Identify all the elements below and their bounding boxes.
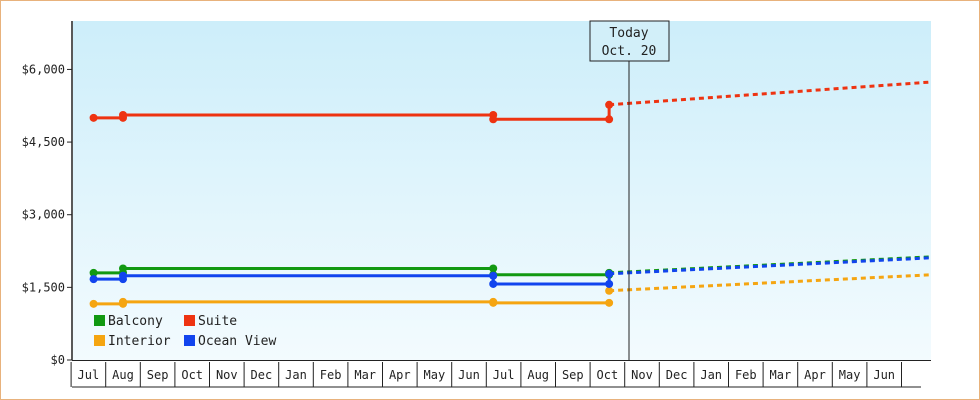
legend-item-suite: Suite [184, 314, 237, 329]
data-point [89, 268, 98, 277]
data-point [605, 100, 614, 109]
data-point [89, 299, 98, 308]
x-tick-label: Sep [147, 368, 169, 382]
series-interior [89, 273, 931, 308]
data-point [489, 271, 498, 280]
data-point [605, 279, 614, 288]
series-suite [89, 80, 932, 124]
x-tick-label: May [839, 368, 861, 382]
data-point [119, 297, 127, 306]
x-tick-label: Jun [458, 368, 480, 382]
legend-label: Interior [108, 334, 171, 349]
y-tick-label: $4,500 [22, 135, 65, 149]
x-tick-label: Feb [735, 368, 757, 382]
data-point [489, 298, 498, 307]
y-tick-label: $0 [51, 353, 65, 367]
data-point [605, 269, 614, 278]
today-date: Oct. 20 [602, 44, 657, 59]
x-tick-label: Mar [770, 368, 792, 382]
legend: Balcony Suite Interior Ocean View [94, 314, 276, 349]
x-tick-label: Jul [493, 368, 515, 382]
legend-swatch [184, 335, 195, 346]
today-marker: Today Oct. 20 [589, 20, 670, 360]
x-tick-label: Apr [389, 368, 411, 382]
legend-item-balcony: Balcony [94, 314, 163, 329]
data-point [605, 115, 614, 124]
x-tick-label: Oct [181, 368, 203, 382]
x-tick-label: Jan [700, 368, 722, 382]
x-axis: Jul Aug Sep Oct Nov Dec Jan Feb Mar Apr May Jun Jul A… [70, 360, 931, 388]
y-tick-label: $1,500 [22, 280, 65, 294]
today-label: Today [609, 26, 648, 41]
data-point [489, 264, 498, 273]
x-tick-label: Sep [562, 368, 584, 382]
x-tick-label: Feb [320, 368, 342, 382]
x-tick-label: Apr [804, 368, 826, 382]
data-point [89, 113, 98, 122]
y-tick-label: $3,000 [22, 208, 65, 222]
x-tick-label: Jul [78, 368, 100, 382]
data-point [119, 264, 127, 273]
legend-label: Suite [198, 314, 237, 329]
data-point [489, 279, 498, 288]
series-lines [89, 80, 932, 308]
x-tick-label: Oct [597, 368, 619, 382]
data-point [605, 298, 614, 307]
today-label-box [589, 20, 670, 62]
series-ocean-view [89, 256, 931, 288]
legend-item-interior: Interior [94, 334, 171, 349]
plot-area [73, 21, 931, 360]
data-point [119, 110, 127, 119]
x-tick-label: Jun [873, 368, 895, 382]
data-point [89, 275, 98, 284]
legend-swatch [94, 315, 105, 326]
x-tick-label: Aug [112, 368, 134, 382]
data-point [605, 286, 614, 295]
x-tick-label: Mar [354, 368, 376, 382]
x-tick-label: Dec [251, 368, 273, 382]
y-tick-label: $6,000 [22, 62, 65, 76]
legend-label: Ocean View [198, 334, 276, 349]
x-tick-label: Dec [666, 368, 688, 382]
x-tick-label: Aug [527, 368, 549, 382]
legend-swatch [94, 335, 105, 346]
y-axis: $0 $1,500 $3,000 $4,500 $6,000 [22, 21, 73, 367]
series-history-line [93, 300, 610, 306]
legend-item-ocean-view: Ocean View [184, 334, 276, 349]
legend-swatch [184, 315, 195, 326]
x-tick-label: May [424, 368, 446, 382]
data-point [119, 271, 127, 280]
x-tick-label: Jan [285, 368, 307, 382]
x-tick-label: Nov [216, 368, 238, 382]
data-point [489, 115, 498, 124]
legend-label: Balcony [108, 314, 163, 329]
x-tick-label: Nov [631, 368, 653, 382]
